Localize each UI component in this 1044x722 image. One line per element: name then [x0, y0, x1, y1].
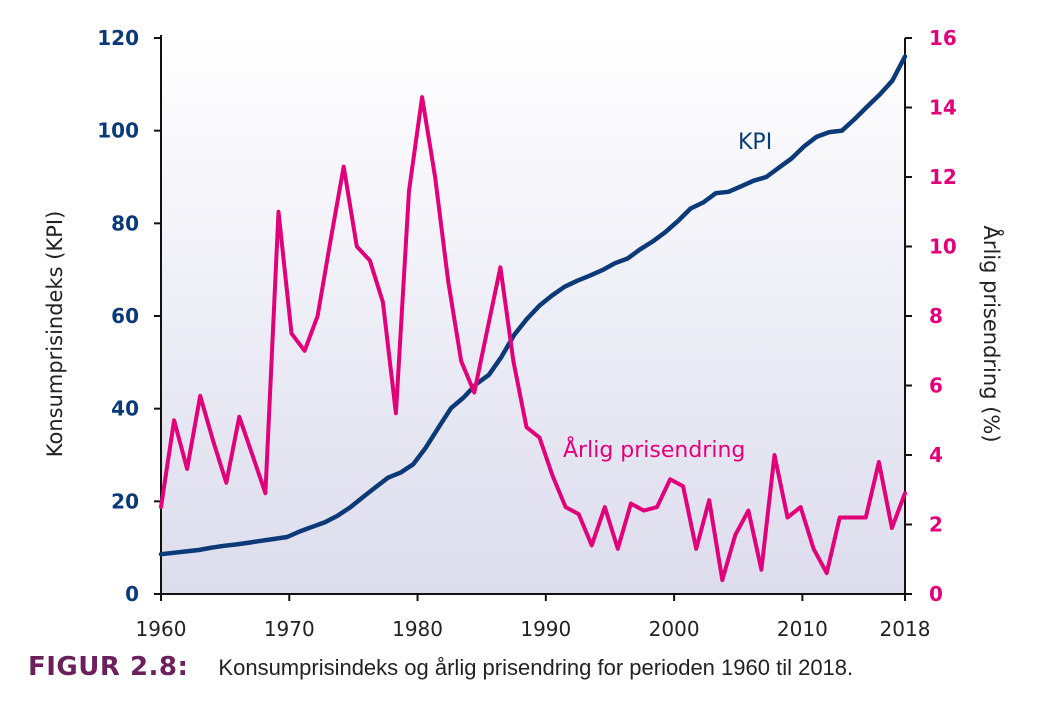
x-tick-label: 2018 — [880, 617, 931, 641]
caption-label: FIGUR 2.8: — [28, 652, 189, 682]
y-left-tick-label: 20 — [111, 489, 139, 513]
y-left-tick-label: 80 — [111, 211, 139, 235]
series-line-arlig-prisendring — [159, 95, 907, 583]
x-tick-label: 2000 — [649, 617, 700, 641]
y-left-tick-label: 40 — [111, 397, 139, 421]
y-left-tick-label: 0 — [125, 582, 139, 606]
x-tick-label: 1990 — [520, 617, 571, 641]
plot-area — [161, 38, 905, 594]
y-right-tick-label: 2 — [929, 513, 943, 537]
y-right-tick-label: 10 — [929, 235, 957, 259]
y-right-tick-label: 6 — [929, 374, 943, 398]
y-left-tick-label: 60 — [111, 304, 139, 328]
y-left-tick-label: 120 — [97, 26, 139, 50]
chart: 0 20 40 60 80 100 120 0 2 4 6 8 10 12 14 16 1960 1970 1980… — [43, 26, 1005, 641]
y-right-tick-label: 12 — [929, 165, 957, 189]
series-label-kpi: KPI — [738, 130, 772, 155]
x-tick-label: 1960 — [136, 617, 187, 641]
series-line-kpi — [158, 54, 908, 557]
x-tick-label: 1970 — [264, 617, 315, 641]
x-tick-label: 2010 — [777, 617, 828, 641]
x-tick-label: 1980 — [392, 617, 443, 641]
y-right-tick-label: 14 — [929, 96, 957, 120]
y-axis-left-title: Konsumprisindeks (KPI) — [43, 211, 67, 458]
y-right-tick-label: 4 — [929, 443, 943, 467]
series-label-arlig-prisendring: Årlig prisendring — [563, 436, 745, 463]
y-left-tick-label: 100 — [97, 119, 139, 143]
y-right-tick-label: 8 — [929, 304, 943, 328]
y-right-tick-label: 0 — [929, 582, 943, 606]
caption-text: Konsumprisindeks og årlig prisendring fo… — [218, 655, 854, 680]
figure-caption: FIGUR 2.8: Konsumprisindeks og årlig pris… — [28, 652, 853, 682]
y-axis-right-title: Årlig prisendring (%) — [979, 225, 1005, 442]
y-right-tick-label: 16 — [929, 26, 957, 50]
